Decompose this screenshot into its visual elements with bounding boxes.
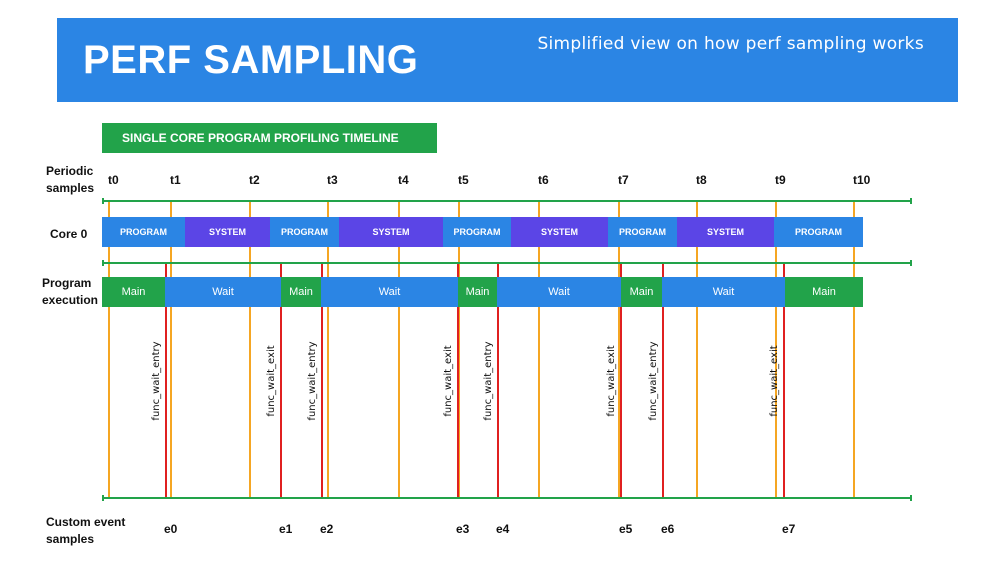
periodic-sample-label: t8 bbox=[696, 173, 707, 187]
periodic-sample-label: t9 bbox=[775, 173, 786, 187]
exec-segment-main: Main bbox=[785, 277, 863, 307]
periodic-label-line-1: Periodic bbox=[46, 164, 94, 178]
event-function-label: func_wait_exit bbox=[443, 345, 454, 417]
event-label: e1 bbox=[279, 522, 293, 536]
event-function-label: func_wait_exit bbox=[769, 345, 780, 417]
event-function-label: func_wait_entry bbox=[151, 341, 162, 421]
periodic-sample-label: t0 bbox=[108, 173, 119, 187]
page-title: PERF SAMPLING bbox=[83, 38, 419, 82]
periodic-sample-label: t6 bbox=[538, 173, 549, 187]
exec-segment-wait: Wait bbox=[662, 277, 785, 307]
event-function-label: func_wait_entry bbox=[307, 341, 318, 421]
page-subtitle: Simplified view on how perf sampling wor… bbox=[537, 34, 924, 54]
core-segment-program: PROGRAM bbox=[102, 217, 185, 247]
core-segment-program: PROGRAM bbox=[608, 217, 677, 247]
event-label: e6 bbox=[661, 522, 675, 536]
header-banner: PERF SAMPLING Simplified view on how per… bbox=[57, 18, 958, 102]
exec-segment-main: Main bbox=[458, 277, 497, 307]
periodic-sample-label: t4 bbox=[398, 173, 409, 187]
core-segment-system: SYSTEM bbox=[339, 217, 443, 247]
event-label: e5 bbox=[619, 522, 633, 536]
periodic-sample-label: t3 bbox=[327, 173, 338, 187]
core-segment-system: SYSTEM bbox=[511, 217, 608, 247]
custom-label-line-1: Custom event bbox=[46, 515, 126, 529]
event-label: e0 bbox=[164, 522, 178, 536]
core-segment-program: PROGRAM bbox=[443, 217, 511, 247]
periodic-samples-label: Periodic samples bbox=[46, 163, 94, 197]
exec-segment-main: Main bbox=[281, 277, 321, 307]
program-label-line-2: execution bbox=[42, 293, 99, 307]
program-label-line-1: Program bbox=[42, 276, 92, 290]
exec-segment-wait: Wait bbox=[497, 277, 621, 307]
event-label: e7 bbox=[782, 522, 796, 536]
periodic-sample-label: t5 bbox=[458, 173, 469, 187]
timeline-badge: SINGLE CORE PROGRAM PROFILING TIMELINE bbox=[102, 123, 437, 153]
event-label: e4 bbox=[496, 522, 510, 536]
event-function-label: func_wait_exit bbox=[606, 345, 617, 417]
event-function-label: func_wait_entry bbox=[648, 341, 659, 421]
custom-label-line-2: samples bbox=[46, 532, 95, 546]
core-segment-program: PROGRAM bbox=[774, 217, 863, 247]
core-segment-system: SYSTEM bbox=[185, 217, 270, 247]
periodic-sample-label: t10 bbox=[853, 173, 871, 187]
exec-segment-main: Main bbox=[102, 277, 165, 307]
custom-event-samples-label: Custom event samples bbox=[46, 514, 125, 548]
periodic-sample-label: t7 bbox=[618, 173, 629, 187]
periodic-sample-label: t2 bbox=[249, 173, 260, 187]
periodic-sample-label: t1 bbox=[170, 173, 181, 187]
exec-segment-main: Main bbox=[621, 277, 662, 307]
event-label: e2 bbox=[320, 522, 334, 536]
exec-segment-wait: Wait bbox=[165, 277, 281, 307]
core-label: Core 0 bbox=[50, 227, 88, 241]
core-segment-program: PROGRAM bbox=[270, 217, 339, 247]
program-execution-label: Program execution bbox=[42, 275, 98, 309]
event-function-label: func_wait_entry bbox=[483, 341, 494, 421]
event-label: e3 bbox=[456, 522, 470, 536]
event-function-label: func_wait_exit bbox=[266, 345, 277, 417]
core-segment-system: SYSTEM bbox=[677, 217, 774, 247]
periodic-label-line-2: samples bbox=[46, 181, 95, 195]
exec-segment-wait: Wait bbox=[321, 277, 458, 307]
